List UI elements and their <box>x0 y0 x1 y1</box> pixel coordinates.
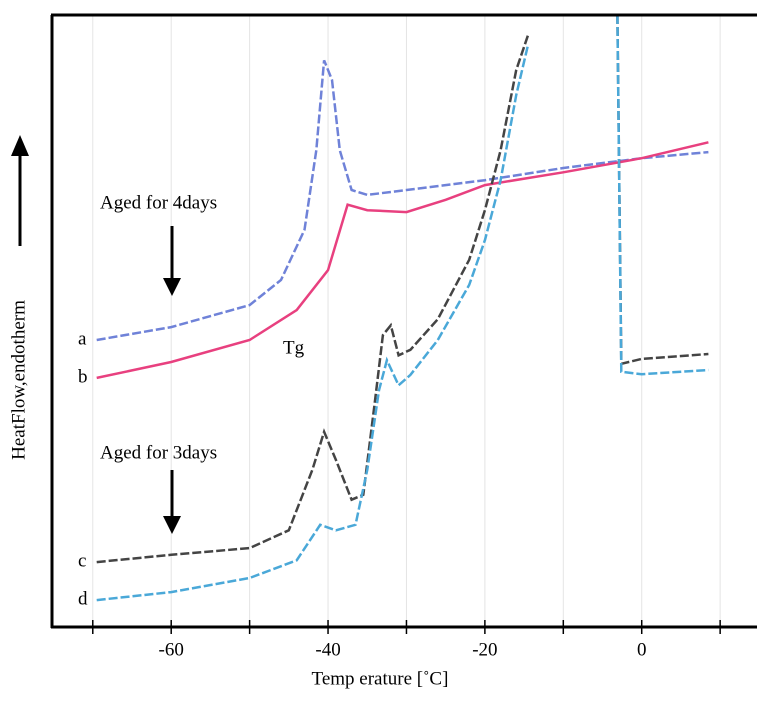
annotation: Aged for 4days <box>100 192 217 213</box>
grid <box>92 15 721 627</box>
series-label: c <box>78 550 86 571</box>
series-line <box>96 14 709 564</box>
x-tick-label: -40 <box>315 639 340 660</box>
arrow-head <box>163 278 181 296</box>
direction-arrow-head <box>11 135 29 156</box>
y-axis-label: HeatFlow,endotherm <box>8 300 29 460</box>
x-tick-label: 0 <box>637 639 647 660</box>
plot-area <box>96 14 709 602</box>
arrow-head <box>163 516 181 534</box>
x-tick-label: -60 <box>159 639 184 660</box>
series-label: d <box>78 588 88 609</box>
x-axis-label: Temp erature [˚C] <box>312 668 449 689</box>
annotation: Tg <box>283 337 305 358</box>
series-line <box>96 14 709 602</box>
series-label: b <box>78 366 88 387</box>
series-label: a <box>78 328 87 349</box>
x-tick-label: -20 <box>472 639 497 660</box>
series-line <box>96 141 709 380</box>
annotation: Aged for 3days <box>100 442 217 463</box>
